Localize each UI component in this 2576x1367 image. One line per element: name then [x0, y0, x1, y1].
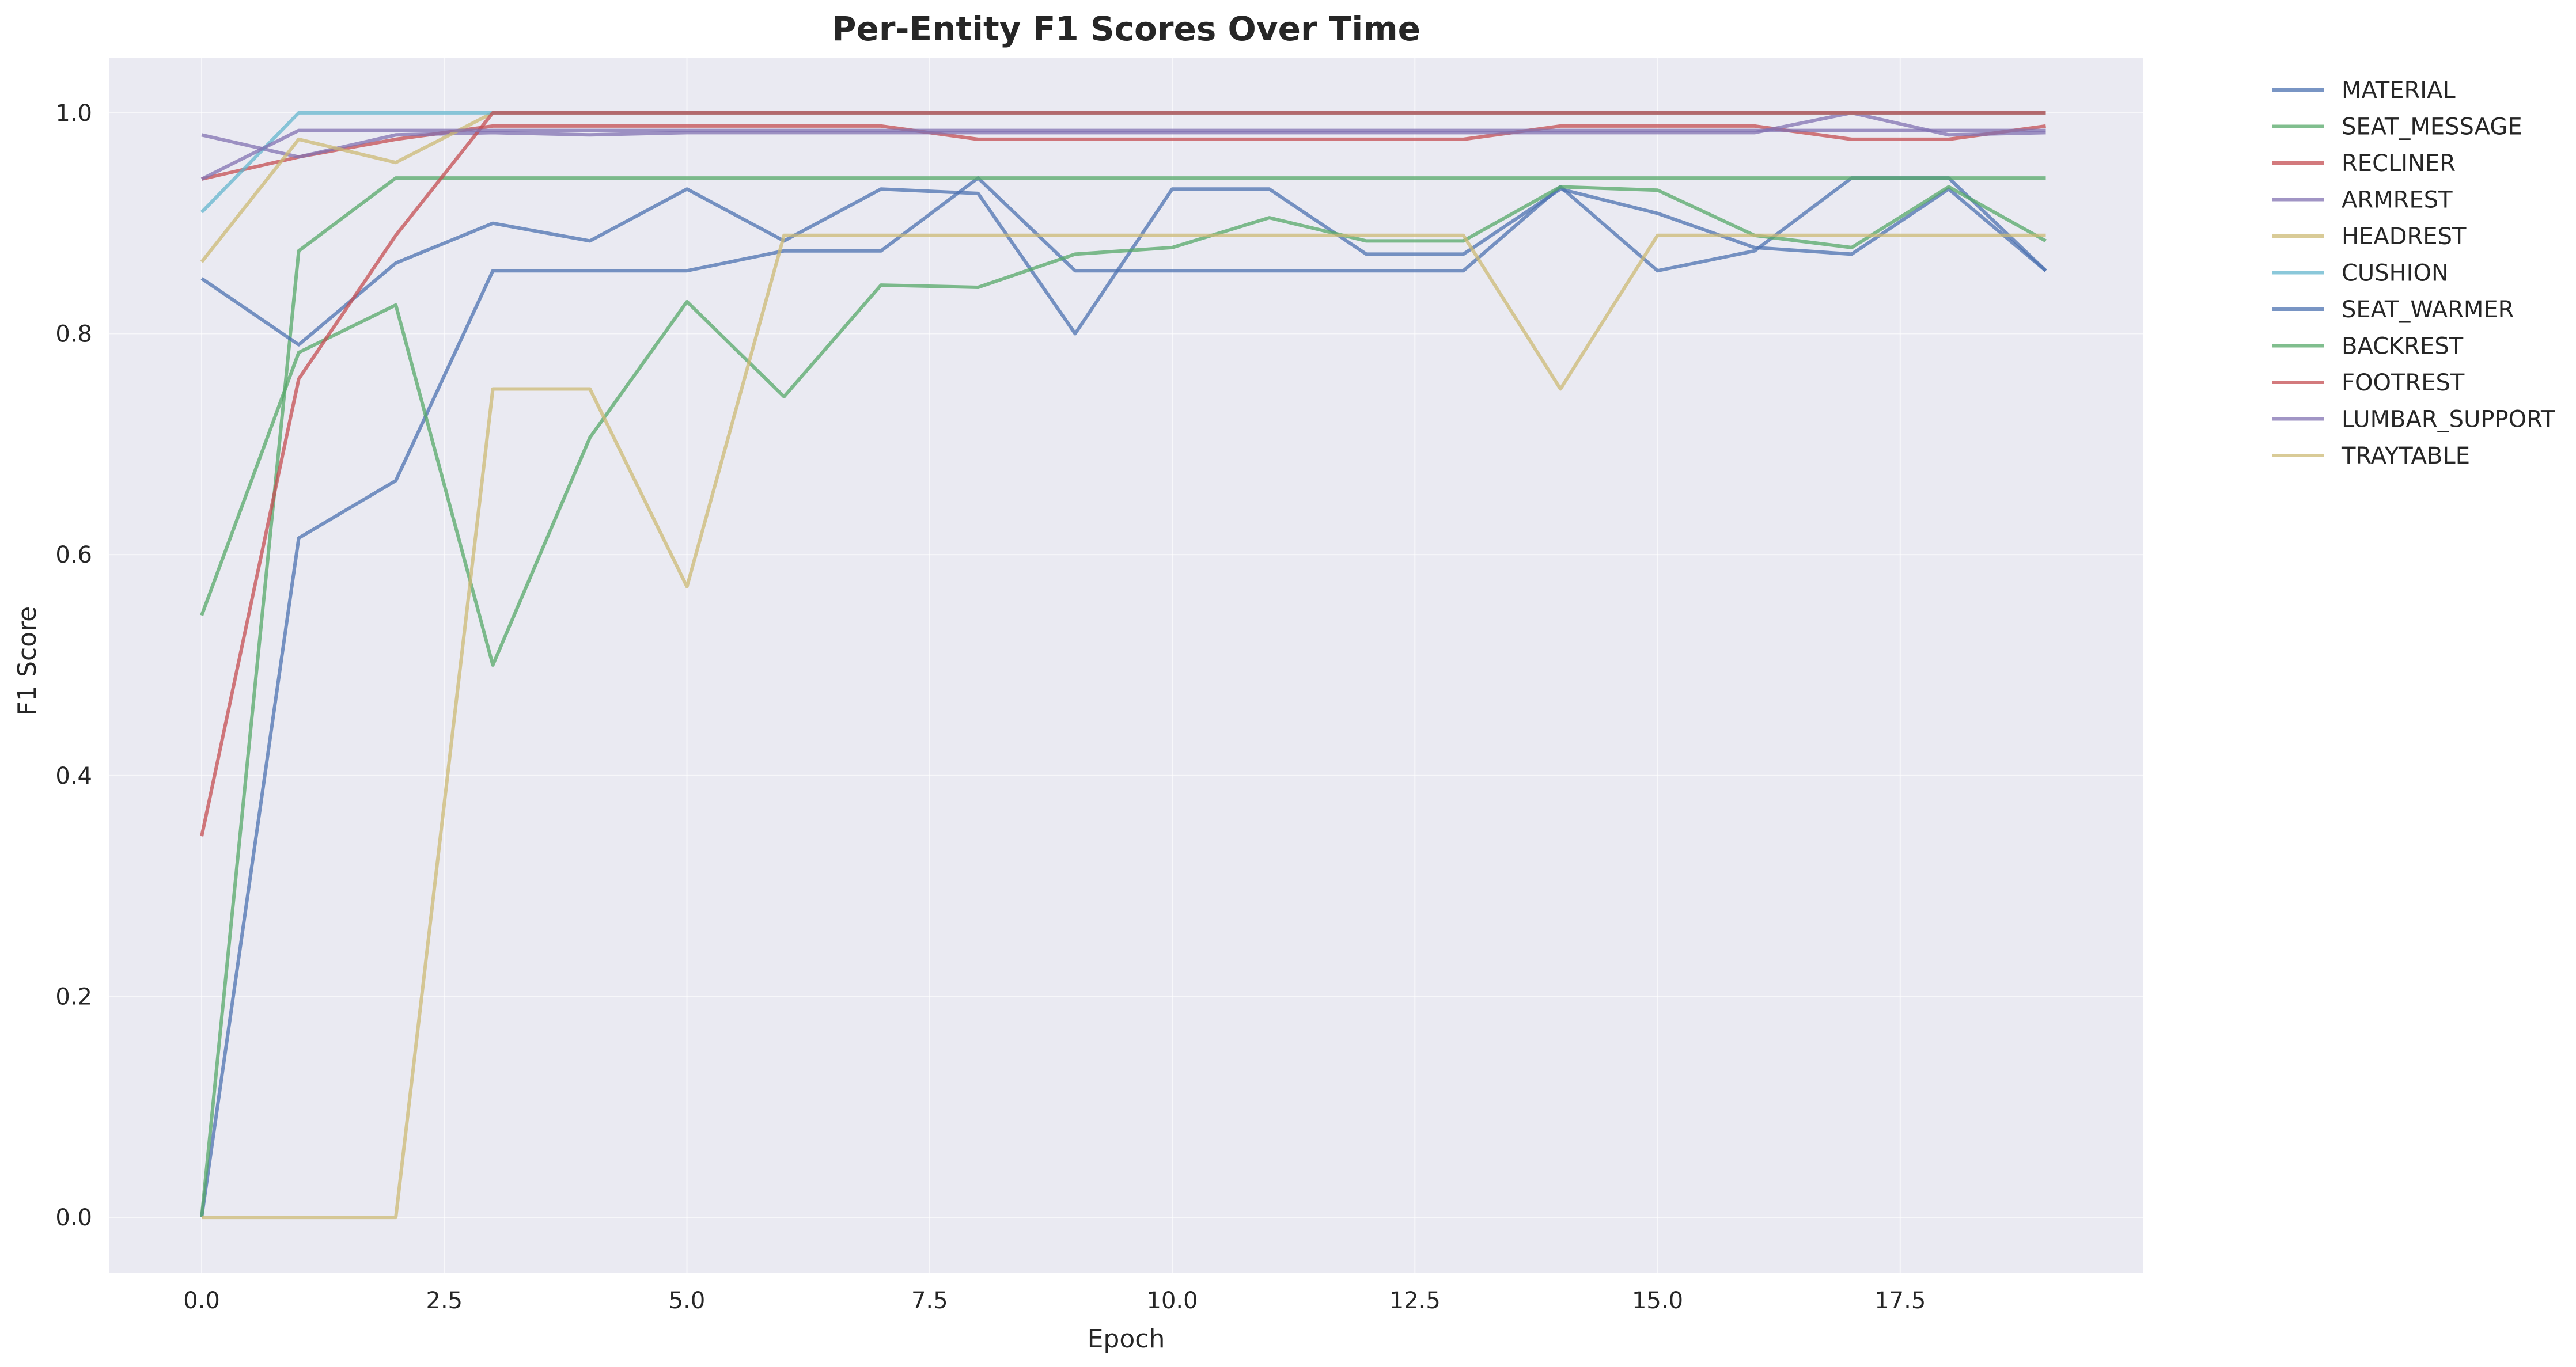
y-tick-label: 0.0	[55, 1205, 92, 1231]
legend-label: FOOTREST	[2342, 370, 2465, 396]
series-line-seat-warmer	[200, 187, 2047, 347]
legend-label: SEAT_MESSAGE	[2342, 114, 2522, 141]
y-tick-label: 0.2	[55, 984, 92, 1010]
legend-label: SEAT_WARMER	[2342, 297, 2514, 323]
chart-title: Per-Entity F1 Scores Over Time	[832, 9, 1420, 48]
series-line-material	[200, 176, 2047, 1218]
x-tick-label: 17.5	[1874, 1288, 1926, 1314]
series-line-recliner	[201, 124, 2046, 181]
legend-label: ARMREST	[2342, 187, 2453, 214]
series-line-traytable	[202, 233, 2046, 1220]
legend-label: CUSHION	[2342, 260, 2449, 287]
legend-label: HEADREST	[2342, 223, 2467, 250]
x-tick-labels: 0.0 2.5 5.0 7.5 10.0 12.5 15.0 17.5	[183, 1288, 1926, 1314]
series-line-backrest	[200, 185, 2047, 667]
legend-label: BACKREST	[2342, 333, 2464, 360]
legend: MATERIAL SEAT_MESSAGE RECLINER ARMREST HEADR…	[2272, 77, 2555, 469]
legend-label: MATERIAL	[2342, 77, 2456, 104]
plot-area	[109, 58, 2143, 1273]
series-line-armrest	[201, 111, 2046, 159]
y-tick-labels: 0.0 0.2 0.4 0.6 0.8 1.0	[55, 100, 92, 1231]
series-lines	[200, 111, 2047, 1220]
y-tick-label: 0.6	[55, 542, 92, 568]
y-tick-label: 0.4	[55, 763, 92, 789]
legend-label: TRAYTABLE	[2341, 443, 2470, 469]
series-line-footrest	[200, 111, 2046, 837]
x-tick-label: 10.0	[1147, 1288, 1198, 1314]
y-axis-label: F1 Score	[13, 606, 42, 716]
series-line-seat-message	[200, 176, 2046, 1218]
x-axis-label: Epoch	[1088, 1324, 1165, 1354]
legend-label: RECLINER	[2342, 150, 2456, 177]
x-tick-label: 15.0	[1632, 1288, 1683, 1314]
x-tick-label: 7.5	[911, 1288, 948, 1314]
y-tick-label: 1.0	[55, 100, 92, 127]
y-tick-label: 0.8	[55, 321, 92, 348]
x-tick-label: 5.0	[669, 1288, 706, 1314]
series-line-lumbar-support	[200, 128, 2046, 181]
x-tick-label: 2.5	[426, 1288, 463, 1314]
legend-label: LUMBAR_SUPPORT	[2342, 407, 2555, 433]
x-tick-label: 12.5	[1389, 1288, 1441, 1314]
x-tick-label: 0.0	[183, 1288, 220, 1314]
